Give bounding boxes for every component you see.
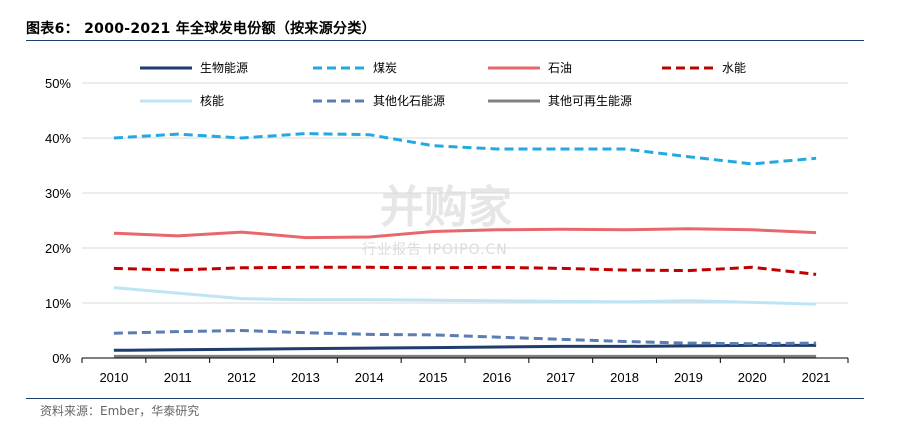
- y-tick-label: 20%: [45, 241, 71, 256]
- x-tick-label: 2012: [227, 370, 256, 385]
- x-tick-label: 2021: [802, 370, 831, 385]
- x-tick-label: 2017: [546, 370, 575, 385]
- figure-title: 图表6： 2000-2021 年全球发电份额（按来源分类）: [26, 21, 376, 37]
- x-tick-label: 2011: [164, 370, 192, 385]
- series-line: [113, 265, 817, 276]
- x-tick-label: 2020: [738, 370, 767, 385]
- x-tick-label: 2013: [291, 370, 320, 385]
- legend-label: 石油: [548, 61, 572, 75]
- title-rule: [26, 40, 864, 41]
- series-line: [113, 329, 817, 346]
- gridlines: [82, 82, 848, 304]
- legend-label: 煤炭: [373, 61, 397, 75]
- footer-rule: [26, 398, 864, 399]
- x-tick-label: 2019: [674, 370, 703, 385]
- x-tick-label: 2010: [99, 370, 128, 385]
- legend-label: 生物能源: [200, 61, 248, 75]
- watermark-name: 并购家: [380, 182, 512, 233]
- y-tick-label: 50%: [45, 76, 71, 91]
- legend-label: 水能: [722, 61, 746, 75]
- legend-label: 其他化石能源: [373, 94, 445, 108]
- y-tick-label: 0%: [52, 351, 71, 366]
- y-tick-label: 40%: [45, 131, 71, 146]
- series-line: [113, 343, 817, 352]
- axes: 0% 10% 20% 30% 40% 50% 2010 2011 2012 2013 2014 201…: [45, 76, 849, 385]
- series-lines: [113, 132, 817, 358]
- series-line: [113, 286, 817, 306]
- watermark: 并购家 行业报告 IPOIPO.CN: [362, 182, 512, 258]
- x-tick-label: 2015: [419, 370, 448, 385]
- x-tick-label: 2014: [355, 370, 384, 385]
- y-tick-label: 30%: [45, 186, 71, 201]
- watermark-subtitle: 行业报告 IPOIPO.CN: [362, 242, 508, 258]
- line-chart: 并购家 行业报告 IPOIPO.CN 0% 10% 20% 30% 40% 50% 2010…: [45, 61, 849, 385]
- series-line: [113, 227, 817, 240]
- source-note: 资料来源：Ember，华泰研究: [40, 404, 200, 418]
- x-tick-label: 2016: [482, 370, 511, 385]
- legend-label: 核能: [200, 94, 224, 108]
- legend-label: 其他可再生能源: [548, 94, 632, 108]
- series-line: [113, 132, 817, 166]
- y-tick-label: 10%: [45, 296, 71, 311]
- x-tick-label: 2018: [610, 370, 639, 385]
